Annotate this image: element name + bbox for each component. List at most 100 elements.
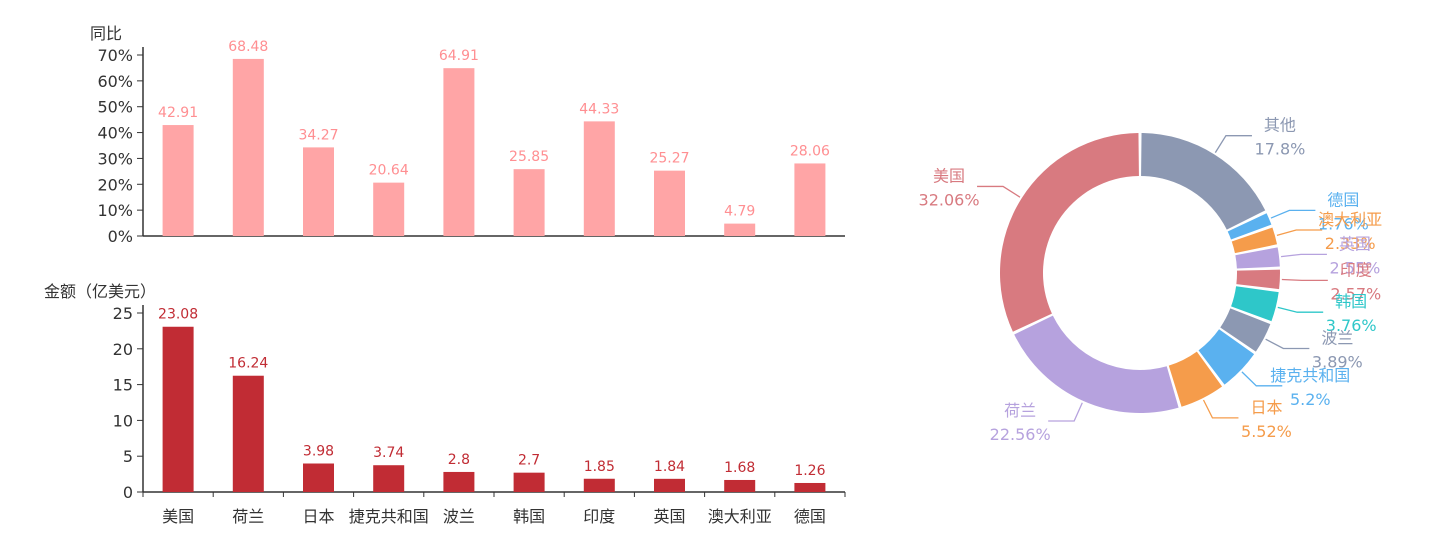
bar — [654, 170, 685, 236]
bar-data-label: 28.06 — [790, 143, 830, 159]
leader-line — [1202, 399, 1239, 419]
yoy-bar-chart: 同比 0% 10% 20% 30% 40% 50% 60% 70% 42.91 68.48 34.27… — [90, 24, 845, 246]
slice-name-label: 澳大利亚 — [1318, 210, 1382, 229]
slice-name-label: 印度 — [1340, 260, 1372, 279]
donut-slice — [1231, 286, 1279, 322]
leader-line — [1280, 253, 1327, 258]
slice-name-label: 德国 — [1327, 190, 1359, 209]
slice-percent-label: 32.06% — [919, 190, 980, 209]
bar-data-label: 23.08 — [158, 307, 198, 323]
bar — [162, 125, 194, 236]
bar-data-label: 1.26 — [794, 463, 825, 479]
bar — [443, 68, 475, 236]
donut-slice — [1236, 269, 1280, 290]
bar-data-label: 3.74 — [373, 445, 404, 461]
bar-data-label: 3.98 — [303, 444, 334, 460]
y-tick-label: 10 — [113, 411, 133, 430]
bar-data-label: 16.24 — [228, 356, 268, 372]
bar-data-label: 42.91 — [158, 105, 198, 121]
leader-line — [1277, 306, 1324, 313]
bar-data-label: 4.79 — [724, 204, 755, 220]
slice-percent-label: 5.2% — [1290, 390, 1331, 409]
bar-data-label: 20.64 — [369, 163, 409, 179]
leader-line — [1241, 371, 1283, 387]
bar-data-label: 68.48 — [228, 39, 268, 55]
y-tick-label: 15 — [113, 376, 133, 395]
y-tick-label: 0% — [108, 227, 133, 246]
slice-name-label: 其他 — [1264, 116, 1296, 135]
bar-data-label: 2.8 — [448, 452, 470, 468]
bar — [513, 472, 545, 492]
bar-data-label: 25.27 — [649, 151, 689, 167]
x-category-label: 美国 — [162, 507, 194, 526]
bar — [724, 223, 756, 236]
slice-name-label: 日本 — [1250, 398, 1282, 417]
leader-line — [1214, 135, 1252, 153]
slice-percent-label: 17.8% — [1255, 140, 1306, 159]
amount-bar-chart: 金额（亿美元） 0 5 10 15 20 25 23.08 美国 16.24 荷兰 3.98 日本 3.7… — [44, 282, 846, 526]
slice-name-label: 美国 — [933, 166, 965, 185]
bar-data-label: 64.91 — [439, 48, 479, 64]
slice-percent-label: 3.76% — [1326, 316, 1377, 335]
bar-data-label: 44.33 — [579, 101, 619, 117]
bar — [513, 169, 545, 236]
y-axis-title: 同比 — [90, 24, 122, 43]
y-tick-label: 30% — [97, 149, 133, 168]
bar — [232, 58, 264, 237]
donut-slice — [1014, 315, 1179, 413]
slice-percent-label: 2.55% — [1330, 258, 1381, 277]
x-category-label: 印度 — [583, 507, 615, 526]
y-tick-label: 20% — [97, 175, 133, 194]
bar-data-label: 34.27 — [298, 127, 338, 143]
bar — [373, 465, 405, 492]
donut-slice — [1141, 133, 1266, 230]
x-category-label: 日本 — [302, 507, 334, 526]
x-category-label: 澳大利亚 — [708, 507, 772, 526]
leader-line — [1270, 209, 1316, 219]
bar — [794, 163, 826, 236]
slice-percent-label: 2.33% — [1325, 234, 1376, 253]
bar — [232, 375, 264, 492]
donut-slice — [1227, 213, 1272, 240]
y-tick-label: 20 — [113, 340, 133, 359]
donut-slice — [1235, 247, 1280, 269]
leader-line — [1048, 402, 1083, 422]
slice-name-label: 英国 — [1339, 234, 1371, 253]
x-category-label: 捷克共和国 — [349, 507, 429, 526]
bar-data-label: 1.85 — [584, 459, 615, 475]
bar — [303, 463, 334, 492]
slice-name-label: 捷克共和国 — [1270, 366, 1350, 385]
share-donut-chart: 其他 17.8% 德国 1.76%澳大利亚 2.33%英国 2.55%印度 2.57%韩国 3… — [919, 116, 1383, 444]
bar — [373, 182, 405, 236]
y-tick-label: 0 — [123, 483, 133, 502]
y-tick-label: 50% — [97, 98, 133, 117]
bar — [794, 482, 826, 492]
bar — [443, 471, 475, 492]
bar-data-label: 1.68 — [724, 460, 755, 476]
slice-name-label: 韩国 — [1335, 292, 1367, 311]
x-category-label: 英国 — [653, 507, 685, 526]
bar — [303, 147, 334, 236]
bar-data-label: 25.85 — [509, 149, 549, 165]
leader-line — [1265, 338, 1310, 350]
y-axis-title: 金额（亿美元） — [44, 282, 156, 301]
donut-slice — [1231, 227, 1278, 254]
bar — [583, 121, 615, 236]
donut-slice — [1168, 351, 1223, 407]
bar — [724, 479, 756, 492]
donut-slice — [999, 133, 1139, 332]
bar — [583, 478, 615, 492]
y-tick-label: 60% — [97, 72, 133, 91]
x-category-label: 荷兰 — [232, 507, 264, 526]
slice-name-label: 荷兰 — [1004, 401, 1036, 420]
bar-data-label: 2.7 — [518, 453, 540, 469]
leader-line — [977, 185, 1021, 198]
donut-slice — [1220, 308, 1271, 352]
donut-slice — [1198, 329, 1255, 385]
bar — [162, 326, 194, 492]
y-tick-label: 70% — [97, 46, 133, 65]
y-tick-label: 40% — [97, 124, 133, 143]
slice-name-label: 波兰 — [1321, 328, 1353, 347]
